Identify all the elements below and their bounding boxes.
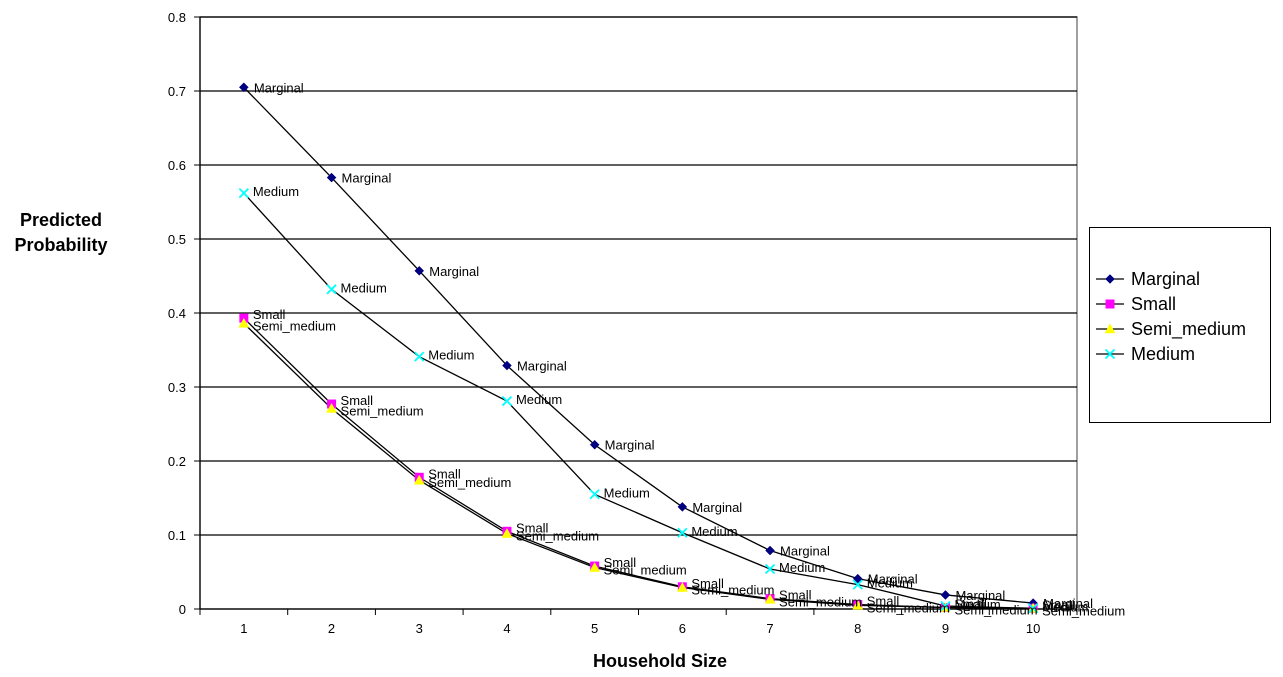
data-label-medium: Medium <box>604 485 650 500</box>
x-axis-title: Household Size <box>560 651 760 672</box>
x-tick-label: 6 <box>679 621 686 636</box>
data-label-semi-medium: Semi_medium <box>604 563 687 578</box>
data-label-medium: Medium <box>253 184 299 199</box>
legend-marker-semi-medium <box>1090 317 1124 341</box>
data-label-medium: Medium <box>428 348 474 363</box>
data-label-marginal: Marginal <box>254 80 304 95</box>
data-label-marginal: Marginal <box>342 171 392 186</box>
legend-item-semi-medium: Semi_medium <box>1090 317 1272 341</box>
y-tick-label: 0.5 <box>168 232 186 247</box>
data-label-marginal: Marginal <box>517 359 567 374</box>
legend-label: Small <box>1131 294 1176 315</box>
x-tick-label: 8 <box>854 621 861 636</box>
y-tick-label: 0 <box>179 602 186 617</box>
x-tick-label: 1 <box>240 621 247 636</box>
data-label-medium: Medium <box>1042 599 1088 614</box>
data-label-marginal: Marginal <box>780 544 830 559</box>
data-label-medium: Medium <box>341 280 387 295</box>
legend-item-medium: Medium <box>1090 342 1272 366</box>
y-tick-label: 0.4 <box>168 306 186 321</box>
y-tick-label: 0.2 <box>168 454 186 469</box>
x-tick-label: 10 <box>1026 621 1040 636</box>
legend: Marginal Small Semi_medium Medium <box>1089 227 1271 423</box>
data-label-semi-medium: Semi_medium <box>428 475 511 490</box>
y-axis-title: Predicted Probability <box>6 208 116 258</box>
data-label-medium: Medium <box>691 524 737 539</box>
legend-label: Marginal <box>1131 269 1200 290</box>
data-label-semi-medium: Semi_medium <box>253 318 336 333</box>
data-label-medium: Medium <box>954 597 1000 612</box>
x-tick-label: 3 <box>416 621 423 636</box>
x-tick-label: 2 <box>328 621 335 636</box>
x-tick-label: 4 <box>503 621 510 636</box>
x-tick-label: 7 <box>766 621 773 636</box>
y-tick-label: 0.1 <box>168 528 186 543</box>
legend-item-small: Small <box>1090 292 1272 316</box>
data-label-medium: Medium <box>516 392 562 407</box>
y-tick-label: 0.7 <box>168 84 186 99</box>
data-label-marginal: Marginal <box>692 500 742 515</box>
legend-label: Medium <box>1131 344 1195 365</box>
y-tick-label: 0.6 <box>168 158 186 173</box>
data-label-semi-medium: Semi_medium <box>341 403 424 418</box>
x-tick-label: 9 <box>942 621 949 636</box>
legend-marker-small <box>1090 292 1124 316</box>
data-label-semi-medium: Semi_medium <box>867 600 950 615</box>
legend-marker-marginal <box>1090 267 1124 291</box>
legend-marker-medium <box>1090 342 1124 366</box>
legend-item-marginal: Marginal <box>1090 267 1272 291</box>
data-label-semi-medium: Semi_medium <box>779 594 862 609</box>
data-label-semi-medium: Semi_medium <box>516 529 599 544</box>
data-label-semi-medium: Semi_medium <box>691 583 774 598</box>
legend-label: Semi_medium <box>1131 319 1246 340</box>
data-label-marginal: Marginal <box>429 264 479 279</box>
x-tick-label: 5 <box>591 621 598 636</box>
y-tick-label: 0.3 <box>168 380 186 395</box>
y-tick-label: 0.8 <box>168 10 186 25</box>
data-label-marginal: Marginal <box>605 438 655 453</box>
data-label-medium: Medium <box>867 576 913 591</box>
legend-marker-shape <box>1106 300 1114 308</box>
data-label-medium: Medium <box>779 560 825 575</box>
legend-marker-shape <box>1106 275 1115 284</box>
